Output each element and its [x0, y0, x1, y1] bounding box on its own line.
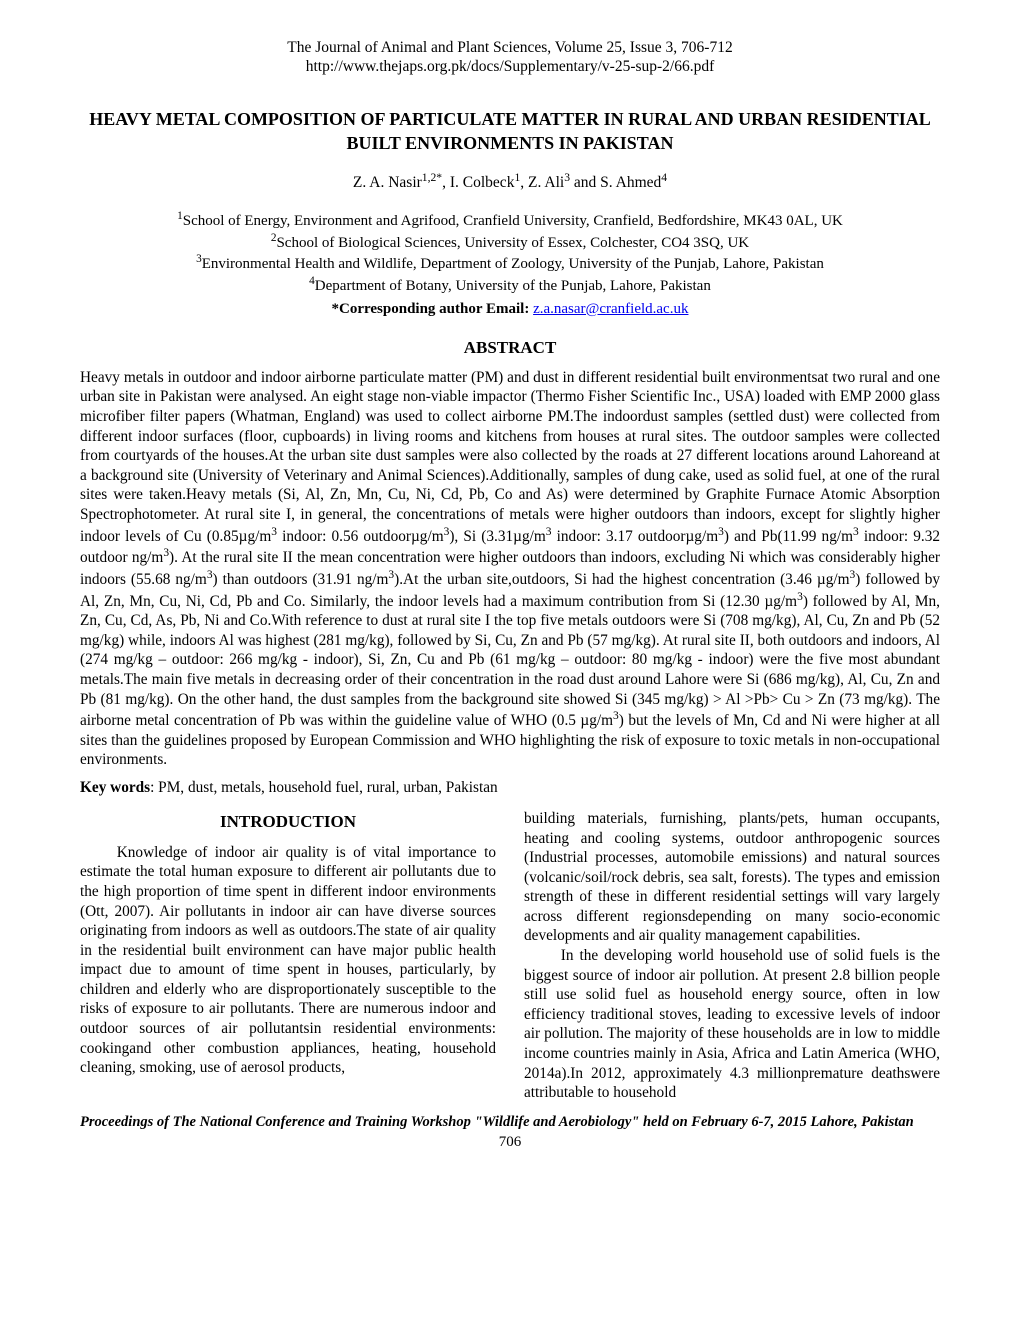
affiliations-block: 1School of Energy, Environment and Agrif… — [80, 209, 940, 296]
journal-citation: The Journal of Animal and Plant Sciences… — [80, 38, 940, 57]
corresponding-author: *Corresponding author Email: z.a.nasar@c… — [80, 300, 940, 319]
paper-title: HEAVY METAL COMPOSITION OF PARTICULATE M… — [80, 107, 940, 156]
corresponding-email-link[interactable]: z.a.nasar@cranfield.ac.uk — [533, 301, 688, 317]
affiliation-2: 2School of Biological Sciences, Universi… — [80, 231, 940, 253]
corresponding-prefix: *Corresponding author Email: — [332, 301, 534, 317]
affiliation-4: 4Department of Botany, University of the… — [80, 274, 940, 296]
column-right: building materials, furnishing, plants/p… — [524, 809, 940, 1103]
intro-paragraph-2: In the developing world household use of… — [524, 946, 940, 1103]
introduction-heading: INTRODUCTION — [80, 811, 496, 833]
keywords-label: Key words — [80, 779, 150, 796]
column-left: INTRODUCTION Knowledge of indoor air qua… — [80, 809, 496, 1103]
abstract-body: Heavy metals in outdoor and indoor airbo… — [80, 368, 940, 770]
journal-url: http://www.thejaps.org.pk/docs/Supplemen… — [80, 57, 940, 76]
proceedings-footer: Proceedings of The National Conference a… — [80, 1113, 940, 1131]
two-column-body: INTRODUCTION Knowledge of indoor air qua… — [80, 809, 940, 1103]
keywords-text: : PM, dust, metals, household fuel, rura… — [150, 779, 498, 796]
page-number: 706 — [80, 1133, 940, 1152]
affiliation-3: 3Environmental Health and Wildlife, Depa… — [80, 252, 940, 274]
affiliation-1: 1School of Energy, Environment and Agrif… — [80, 209, 940, 231]
journal-header: The Journal of Animal and Plant Sciences… — [80, 38, 940, 77]
intro-paragraph-1-cont: building materials, furnishing, plants/p… — [524, 809, 940, 946]
authors-line: Z. A. Nasir1,2*, I. Colbeck1, Z. Ali3 an… — [80, 171, 940, 193]
keywords-line: Key words: PM, dust, metals, household f… — [80, 778, 940, 797]
intro-paragraph-1: Knowledge of indoor air quality is of vi… — [80, 843, 496, 1078]
abstract-heading: ABSTRACT — [80, 337, 940, 358]
